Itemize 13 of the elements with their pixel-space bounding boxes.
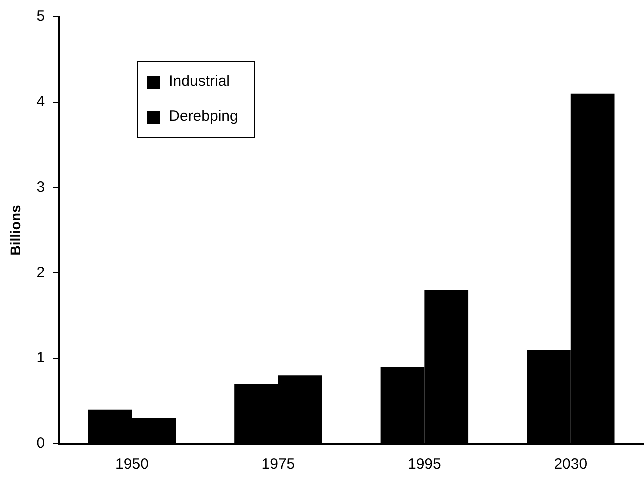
y-tick-label: 5 [36,8,46,26]
y-tick-label: 1 [36,350,46,367]
y-axis-title: Billions [7,205,24,256]
y-tick-label: 4 [36,94,46,111]
x-tick-label: 1995 [408,456,442,474]
y-tick-label: 0 [36,435,46,452]
y-tick-label: 2 [36,264,46,282]
x-tick-label: 1950 [116,456,149,474]
legend-label: Derebping [169,108,238,126]
y-tick-label: 3 [36,178,46,196]
x-tick-label: 1975 [262,456,296,474]
x-tick-label: 2030 [554,456,588,474]
legend-label: Industrial [169,73,230,90]
